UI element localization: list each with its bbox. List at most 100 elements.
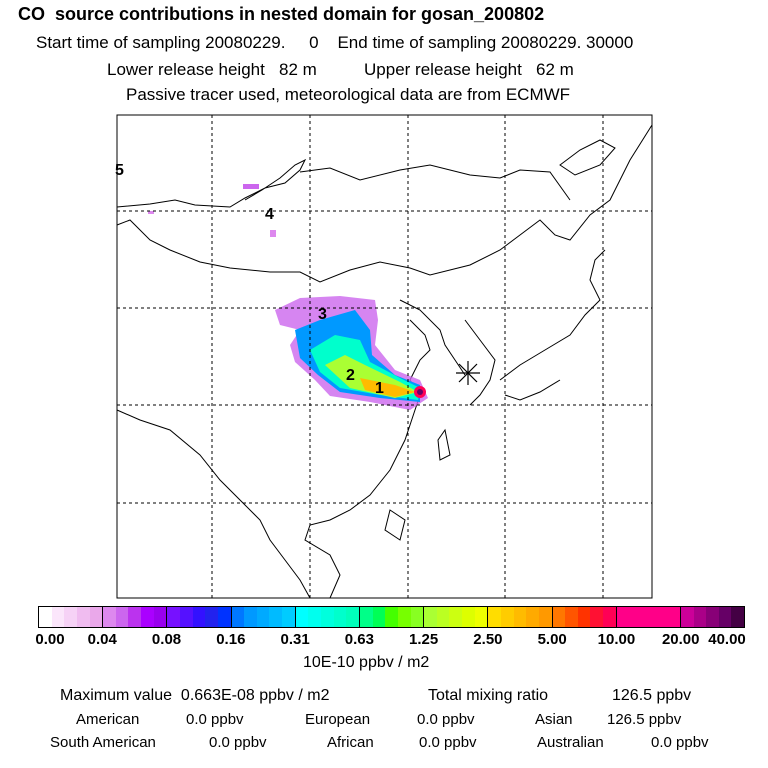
colorbar-swatch: [128, 607, 142, 627]
lower-release-height: Lower release height 82 m: [107, 60, 317, 79]
colorbar-tick-label: 0.00: [35, 631, 65, 648]
colorbar-swatch: [282, 607, 295, 627]
colorbar-segment: [295, 607, 360, 627]
region-name: Australian: [537, 734, 604, 751]
colorbar-swatch: [333, 607, 347, 627]
colorbar-swatch: [693, 607, 707, 627]
colorbar-swatch: [449, 607, 463, 627]
tracer-note: Passive tracer used, meteorological data…: [126, 85, 571, 104]
colorbar-tick-label: 10.00: [597, 631, 636, 648]
colorbar-swatch: [359, 607, 373, 627]
region-name: Asian: [535, 711, 573, 728]
region-value: 126.5 ppbv: [607, 711, 682, 728]
colorbar-swatch: [385, 607, 398, 627]
colorbar-segment: [552, 607, 617, 627]
colorbar-segment: [167, 607, 232, 627]
colorbar-swatch: [205, 607, 218, 627]
colorbar-swatch: [115, 607, 129, 627]
colorbar-swatch: [217, 607, 231, 627]
colorbar-segment: [616, 607, 681, 627]
colorbar-swatch: [39, 607, 52, 627]
receptor-star-marker: [456, 361, 480, 385]
colorbar-swatch: [424, 607, 437, 627]
colorbar-tick-label: 1.25: [409, 631, 439, 648]
colorbar-swatch: [718, 607, 732, 627]
plume-contours: [148, 184, 428, 410]
colorbar-tick-label: 0.63: [344, 631, 374, 648]
colorbar-swatch: [64, 607, 77, 627]
region-name: American: [76, 711, 140, 728]
colorbar-swatch: [231, 607, 245, 627]
colorbar-swatch: [474, 607, 488, 627]
colorbar-swatch: [89, 607, 103, 627]
colorbar-unit: 10E-10 ppbv / m2: [303, 654, 430, 671]
colorbar-swatch: [680, 607, 694, 627]
colorbar-tick-label: 2.50: [473, 631, 503, 648]
colorbar-swatch: [192, 607, 206, 627]
region-name: European: [305, 711, 371, 728]
sampling-time-line: Start time of sampling 20080229. 0 End t…: [36, 33, 633, 53]
total-mixing-ratio-label: Total mixing ratio: [428, 687, 549, 704]
map-plot: 1 2 3 4 5: [115, 114, 653, 599]
colorbar-swatch: [269, 607, 283, 627]
source-label-2: 2: [346, 367, 355, 384]
source-label-5: 5: [115, 162, 124, 179]
colorbar-swatch: [436, 607, 450, 627]
colorbar-swatch: [295, 607, 309, 627]
region-value: 0.0 ppbv: [186, 711, 244, 728]
map-frame: [116, 114, 653, 599]
colorbar-tick-label: 5.00: [537, 631, 567, 648]
chart-title: CO source contributions in nested domain…: [18, 4, 545, 24]
source-label-3: 3: [318, 306, 327, 323]
colorbar-tick-label: 40.00: [708, 631, 746, 648]
end-time: End time of sampling 20080229. 30000: [337, 33, 634, 52]
colorbar-swatch: [488, 607, 501, 627]
colorbar-swatch: [590, 607, 604, 627]
colorbar-swatch: [654, 607, 668, 627]
colorbar-segment: [359, 607, 425, 627]
colorbar-swatch: [629, 607, 642, 627]
colorbar-swatch: [51, 607, 65, 627]
colorbar-segment: [488, 607, 553, 627]
total-mixing-ratio-value: 126.5 ppbv: [612, 687, 692, 704]
colorbar-swatch: [244, 607, 257, 627]
colorbar-swatch: [141, 607, 154, 627]
colorbar-swatch: [76, 607, 90, 627]
release-height-line: Lower release height 82 m Upper release …: [107, 60, 574, 80]
colorbar-swatch: [616, 607, 630, 627]
start-time: Start time of sampling 20080229. 0: [36, 33, 319, 52]
colorbar-swatch: [372, 607, 386, 627]
colorbar-swatch: [462, 607, 475, 627]
colorbar-segment: [680, 607, 745, 627]
source-label-1: 1: [375, 380, 384, 397]
colorbar-swatch: [641, 607, 655, 627]
colorbar-swatch: [153, 607, 167, 627]
colorbar-segment: [424, 607, 489, 627]
region-name: African: [327, 734, 374, 751]
colorbar-swatch: [321, 607, 334, 627]
colorbar-segment: [39, 607, 104, 627]
colorbar-swatch: [706, 607, 719, 627]
colorbar-segment: [231, 607, 296, 627]
colorbar-swatch: [167, 607, 181, 627]
coastlines: [116, 124, 653, 599]
colorbar-swatch: [500, 607, 514, 627]
colorbar-tick-label: 0.16: [216, 631, 246, 648]
grid-lines: [117, 115, 652, 598]
upper-release-height: Upper release height 62 m: [364, 60, 574, 79]
colorbar-swatch: [346, 607, 359, 627]
colorbar-swatch: [526, 607, 539, 627]
colorbar-swatch: [410, 607, 424, 627]
maximum-value: Maximum value 0.663E-08 ppbv / m2: [60, 687, 330, 704]
region-name: South American: [50, 734, 156, 751]
colorbar-swatch: [731, 607, 745, 627]
colorbar-swatch: [308, 607, 322, 627]
colorbar-swatch: [397, 607, 411, 627]
colorbar-swatch: [538, 607, 552, 627]
colorbar-swatch: [603, 607, 616, 627]
colorbar-swatch: [577, 607, 591, 627]
colorbar-swatch: [667, 607, 680, 627]
colorbar-swatch: [103, 607, 116, 627]
colorbar-swatch: [513, 607, 527, 627]
colorbar-segment: [103, 607, 168, 627]
